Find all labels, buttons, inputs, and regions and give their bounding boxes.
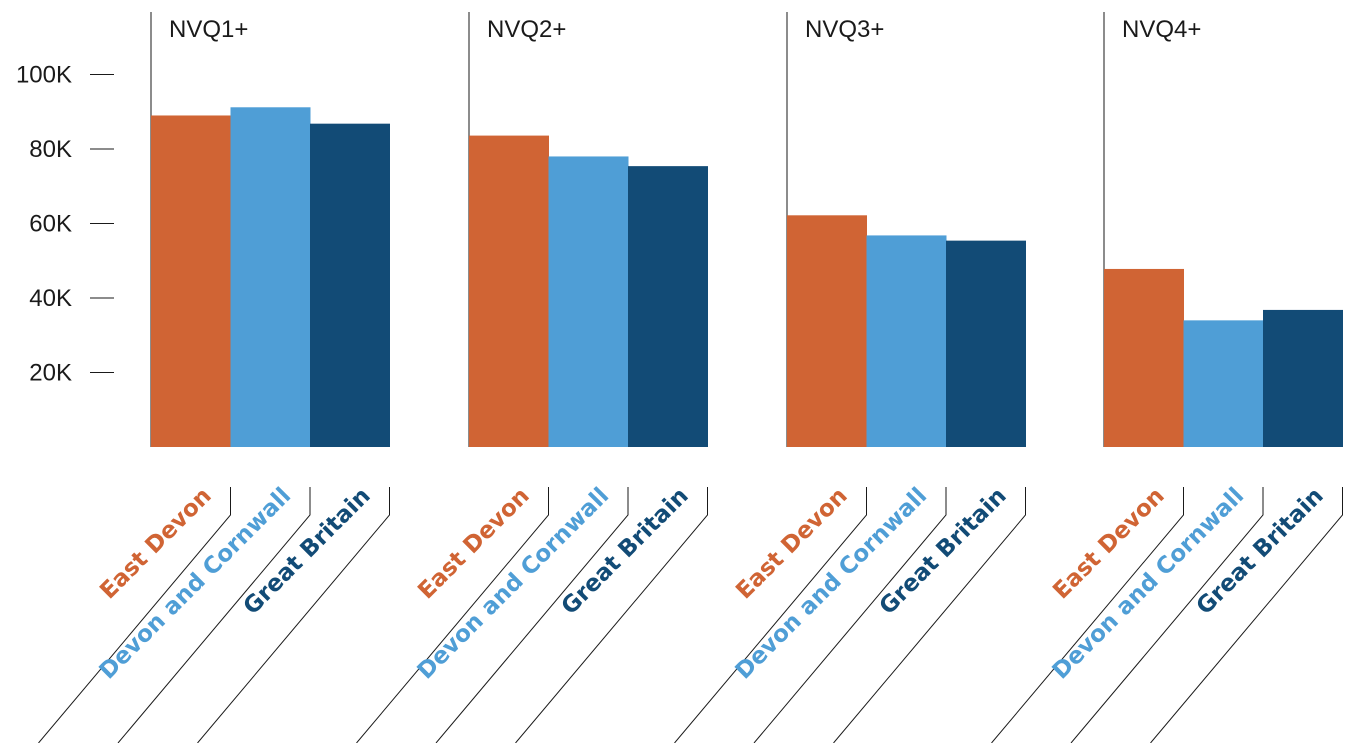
category-divider xyxy=(197,487,390,743)
category-divider xyxy=(117,487,311,743)
bar-great-britain xyxy=(946,240,1026,447)
bar-east-devon xyxy=(151,115,231,447)
bar-devon-and-cornwall xyxy=(548,156,629,447)
category-divider xyxy=(674,487,867,743)
bar-east-devon xyxy=(787,215,867,447)
bar-east-devon xyxy=(469,135,549,447)
panel-title: NVQ1+ xyxy=(169,16,248,43)
bar-devon-and-cornwall xyxy=(1183,320,1264,447)
category-divider xyxy=(38,487,231,743)
y-tick-label: 40K xyxy=(29,285,72,312)
category-divider xyxy=(1150,487,1343,743)
bar-devon-and-cornwall xyxy=(866,235,947,447)
y-tick-label: 80K xyxy=(29,136,72,163)
category-divider xyxy=(833,487,1026,743)
y-tick-label: 60K xyxy=(29,211,72,238)
panel-title: NVQ4+ xyxy=(1122,16,1201,43)
bar-east-devon xyxy=(1104,268,1184,447)
category-divider xyxy=(356,487,549,743)
y-tick-label: 20K xyxy=(29,360,72,387)
panel-title: NVQ3+ xyxy=(805,16,884,43)
category-divider xyxy=(753,487,947,743)
panel-title: NVQ2+ xyxy=(487,16,566,43)
category-divider xyxy=(435,487,629,743)
category-divider xyxy=(1070,487,1264,743)
bar-devon-and-cornwall xyxy=(230,107,311,447)
y-axis: 20K 40K 60K 80K 100K xyxy=(16,62,114,387)
bar-great-britain xyxy=(628,166,708,447)
y-tick-label: 100K xyxy=(16,62,72,89)
bar-great-britain xyxy=(310,123,390,448)
category-divider xyxy=(515,487,708,743)
bar-great-britain xyxy=(1263,309,1343,447)
category-divider xyxy=(991,487,1184,743)
